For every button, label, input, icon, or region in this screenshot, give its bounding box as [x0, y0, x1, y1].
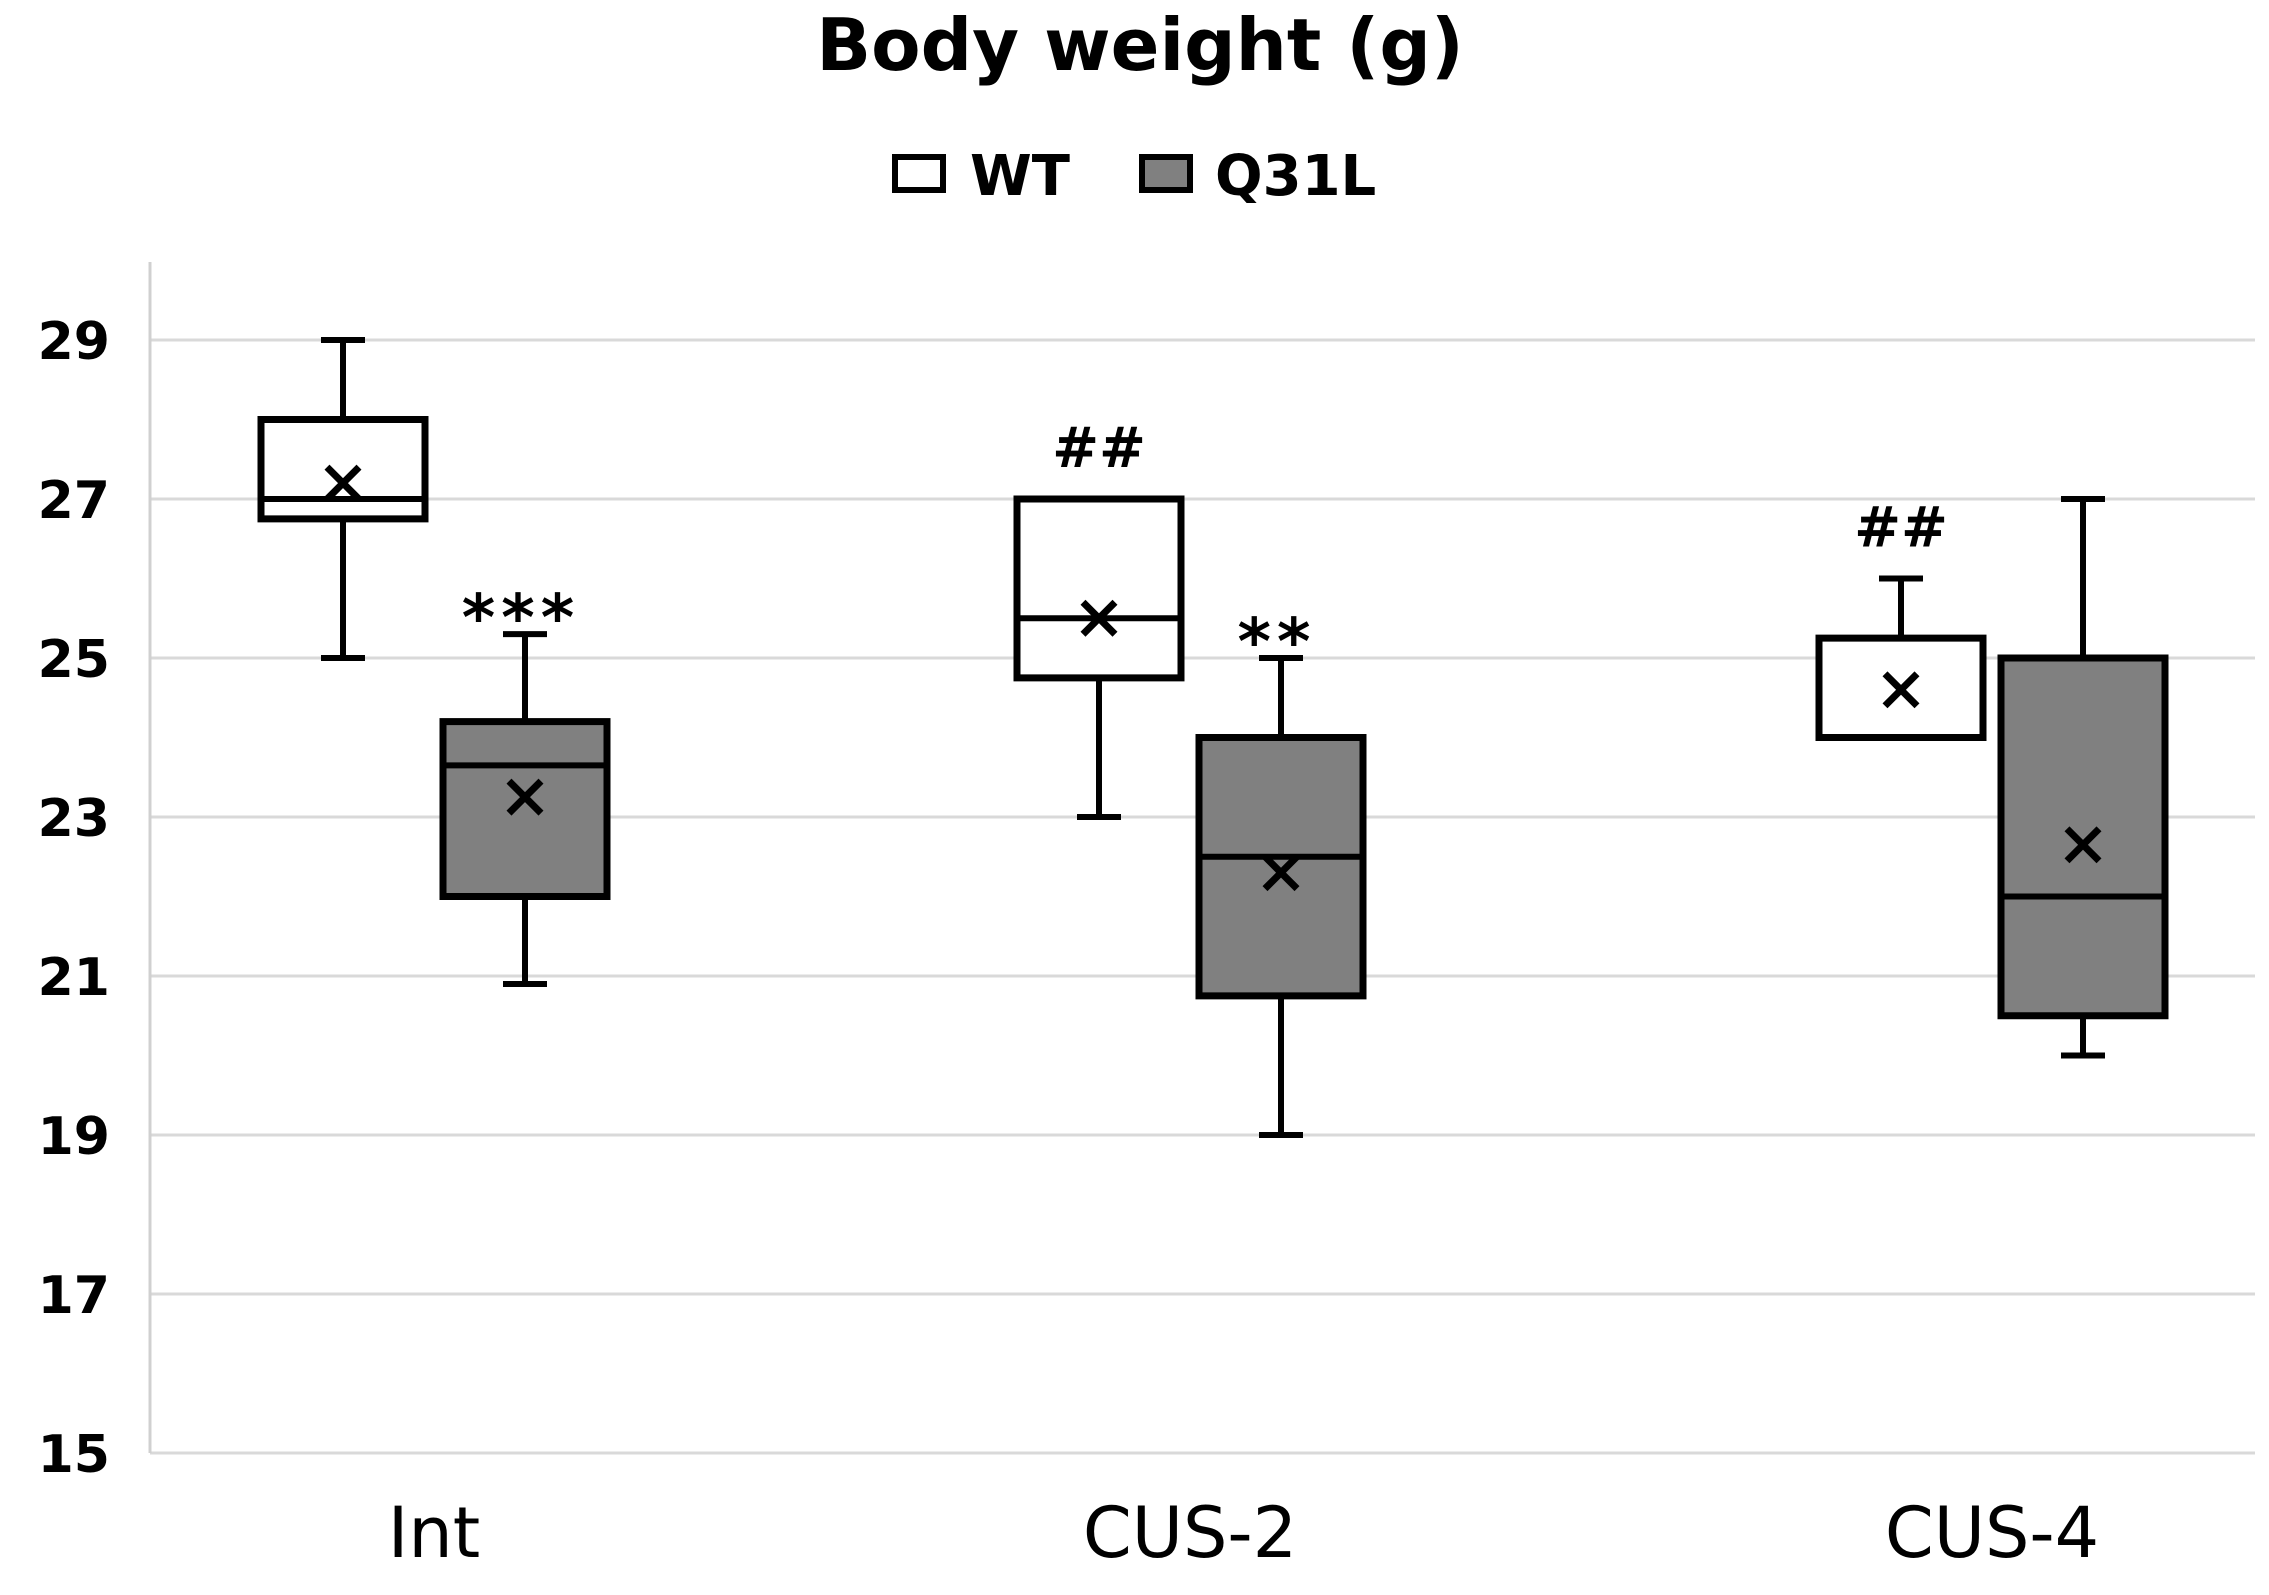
x-axis-labels: Int CUS-2 CUS-4	[388, 1492, 2099, 1574]
legend-swatch-q31l	[1139, 154, 1193, 193]
y-axis-ticks: 15 17 19 21 23 25 27 29	[38, 312, 110, 1485]
box-iqr	[257, 416, 429, 523]
box-wt-cus-4: ##	[1815, 496, 1987, 741]
significance-annotation: ***	[462, 582, 580, 656]
legend: WT Q31L	[892, 144, 1376, 209]
y-tick-label-23: 23	[38, 789, 110, 849]
x-category-label-cus-4: CUS-4	[1885, 1492, 2099, 1574]
chart-title: Body weight (g)	[816, 3, 1464, 87]
legend-label-wt: WT	[970, 144, 1070, 209]
mean-marker	[1882, 671, 1920, 709]
y-tick-label-15: 15	[38, 1425, 110, 1485]
legend-label-q31l: Q31L	[1215, 144, 1376, 209]
x-category-label-int: Int	[388, 1492, 480, 1574]
y-tick-label-21: 21	[38, 948, 110, 1008]
x-category-label-cus-2: CUS-2	[1083, 1492, 1297, 1574]
box-wt-int	[257, 337, 429, 661]
box-q31l-int: ***	[439, 582, 611, 987]
mean-marker	[1080, 599, 1118, 637]
box-wt-cus-2: ##	[1013, 416, 1185, 820]
y-tick-label-19: 19	[38, 1107, 110, 1167]
boxes: ####*** **	[257, 337, 2169, 1138]
y-tick-label-17: 17	[38, 1266, 110, 1326]
box-q31l-cus-4	[1997, 496, 2169, 1059]
significance-annotation: ##	[1052, 416, 1146, 481]
mean-marker	[324, 464, 362, 502]
significance-annotation: **	[1238, 606, 1317, 680]
y-tick-label-25: 25	[38, 630, 110, 690]
mean-marker	[1262, 854, 1300, 892]
box-iqr	[439, 718, 611, 900]
y-tick-label-27: 27	[38, 471, 110, 531]
mean-marker	[2064, 826, 2102, 864]
box-iqr	[1195, 734, 1367, 1000]
box-q31l-cus-2: **	[1195, 606, 1367, 1138]
significance-annotation: ##	[1854, 496, 1948, 561]
mean-marker	[506, 778, 544, 816]
y-tick-label-29: 29	[38, 312, 110, 372]
box-iqr	[1013, 495, 1185, 682]
legend-swatch-wt	[892, 154, 946, 193]
box-iqr	[1997, 654, 2169, 1020]
